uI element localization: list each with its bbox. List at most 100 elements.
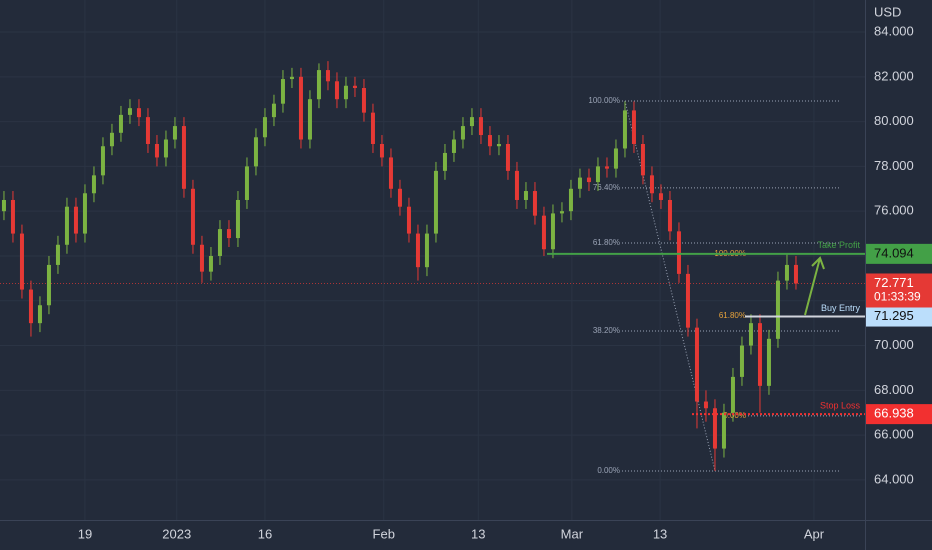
candle-body (397, 188, 402, 207)
y-tick-label: 68.000 (874, 382, 914, 397)
candle-body (109, 132, 114, 147)
currency-label: USD (874, 4, 901, 19)
candle-body (316, 70, 321, 100)
candle-body (145, 117, 150, 144)
candle-body (469, 117, 474, 127)
last-price-badge (866, 273, 932, 308)
candle-body (478, 117, 483, 136)
x-tick-label: 16 (258, 526, 272, 541)
candle-body (658, 193, 663, 200)
fib-label: 0.00% (723, 411, 746, 420)
candle-body (118, 114, 123, 133)
candle-body (289, 76, 294, 80)
candle-body (235, 199, 240, 239)
candle-body (703, 401, 708, 409)
candle-body (505, 143, 510, 171)
candle-body (100, 146, 105, 176)
candle-body (226, 229, 231, 239)
candle-body (622, 110, 627, 149)
candle-body (19, 233, 24, 290)
candle-body (334, 81, 339, 100)
candle-body (451, 139, 456, 153)
fib-label: 61.80% (719, 311, 746, 320)
y-tick-label: 84.000 (874, 23, 914, 38)
candle-body (676, 231, 681, 274)
candle-body (55, 244, 60, 265)
y-tick-label: 82.000 (874, 68, 914, 83)
candle-body (631, 110, 636, 144)
arrow (804, 256, 825, 316)
level-label: Take Profit (817, 240, 860, 250)
candle-body (559, 211, 564, 214)
candle-body (757, 323, 762, 386)
x-tick-label: 13 (471, 526, 485, 541)
candle-body (595, 166, 600, 183)
price-badge (866, 404, 932, 425)
fib-label: 0.00% (597, 466, 620, 475)
x-tick-label: 19 (78, 526, 92, 541)
candle-body (73, 206, 78, 234)
candle-body (460, 126, 465, 140)
candle-body (712, 408, 717, 449)
candle-body (730, 376, 735, 413)
candle-body (694, 327, 699, 402)
candle-body (307, 99, 312, 140)
price-badge (866, 243, 932, 264)
candle-body (649, 175, 654, 194)
y-tick-label: 64.000 (874, 471, 914, 486)
candle-body (10, 199, 15, 234)
countdown: 01:33:39 (874, 290, 921, 304)
candle-body (343, 85, 348, 100)
fib-label: 61.80% (593, 238, 620, 247)
candle-body (586, 177, 591, 183)
price-badge-label: 71.295 (874, 308, 914, 323)
candle-body (442, 152, 447, 171)
candle-body (541, 215, 546, 250)
candle-body (253, 137, 258, 167)
candle-body (91, 175, 96, 194)
candle-body (550, 213, 555, 250)
candle-body (433, 170, 438, 234)
candle-body (136, 108, 141, 118)
level-label: Buy Entry (821, 303, 861, 313)
candle-body (370, 112, 375, 144)
candle-body (217, 229, 222, 256)
candle-body (208, 255, 213, 272)
candle-body (28, 289, 33, 324)
level-label: Stop Loss (820, 400, 861, 410)
candle-body (793, 264, 798, 284)
y-tick-label: 70.000 (874, 337, 914, 352)
candle-body (361, 88, 366, 113)
candle-body (280, 79, 285, 104)
candle-body (64, 206, 69, 245)
price-badge-label: 74.094 (874, 245, 914, 260)
x-tick-label: Mar (561, 526, 584, 541)
price-badge (866, 306, 932, 327)
candle-body (685, 273, 690, 328)
fib-label: 76.40% (593, 183, 620, 192)
candle-body (244, 166, 249, 200)
x-tick-label: 2023 (162, 526, 191, 541)
candle-body (172, 126, 177, 140)
candle-body (766, 338, 771, 386)
x-tick-label: 13 (653, 526, 667, 541)
candle-body (496, 143, 501, 147)
candle-body (640, 143, 645, 176)
candle-body (325, 70, 330, 82)
candle-body (514, 170, 519, 200)
candle-body (154, 143, 159, 158)
candle-body (784, 264, 789, 281)
candle-body (46, 264, 51, 306)
candle-body (37, 305, 42, 324)
y-tick-label: 66.000 (874, 427, 914, 442)
candle-body (163, 139, 168, 158)
candle-body (613, 148, 618, 169)
x-tick-label: Apr (804, 526, 825, 541)
candle-body (1, 199, 6, 212)
price-badge-label: 66.938 (874, 406, 914, 421)
candle-body (577, 177, 582, 189)
candle-body (775, 280, 780, 339)
candle-body (739, 345, 744, 377)
